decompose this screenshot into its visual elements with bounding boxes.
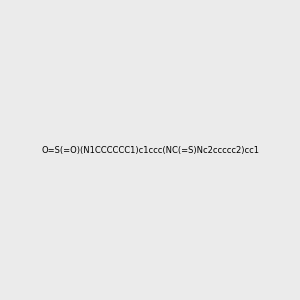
Text: O=S(=O)(N1CCCCCC1)c1ccc(NC(=S)Nc2ccccc2)cc1: O=S(=O)(N1CCCCCC1)c1ccc(NC(=S)Nc2ccccc2)… (41, 146, 259, 154)
